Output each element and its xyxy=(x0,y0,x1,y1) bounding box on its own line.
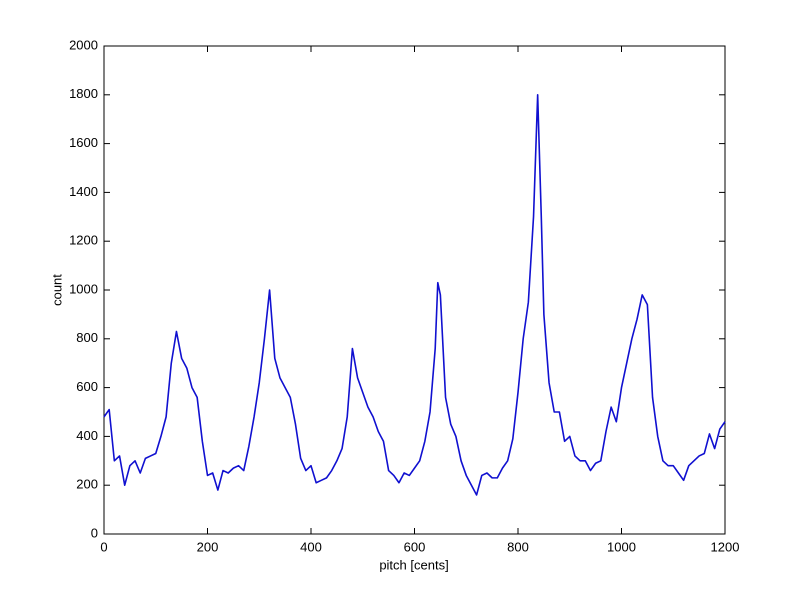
plot-frame xyxy=(103,45,726,535)
x-tick-label: 800 xyxy=(507,539,529,554)
x-tick-label: 400 xyxy=(300,539,322,554)
y-tick-label: 400 xyxy=(76,428,98,443)
y-tick-label: 800 xyxy=(76,330,98,345)
x-axis-label: pitch [cents] xyxy=(379,557,448,572)
data-line xyxy=(103,94,726,496)
y-tick-label: 1800 xyxy=(69,86,98,101)
y-tick-label: 2000 xyxy=(69,37,98,52)
y-tick-label: 1200 xyxy=(69,233,98,248)
x-tick-label: 600 xyxy=(404,539,426,554)
y-tick-label: 600 xyxy=(76,379,98,394)
x-tick-label: 1200 xyxy=(711,539,740,554)
y-tick-label: 1400 xyxy=(69,184,98,199)
y-tick-label: 1600 xyxy=(69,135,98,150)
x-tick-label: 200 xyxy=(197,539,219,554)
y-tick-label: 0 xyxy=(91,525,98,540)
y-tick-label: 200 xyxy=(76,477,98,492)
x-tick-label: 0 xyxy=(100,539,107,554)
x-tick-label: 1000 xyxy=(607,539,636,554)
y-axis-label: count xyxy=(49,274,64,306)
y-tick-label: 1000 xyxy=(69,281,98,296)
